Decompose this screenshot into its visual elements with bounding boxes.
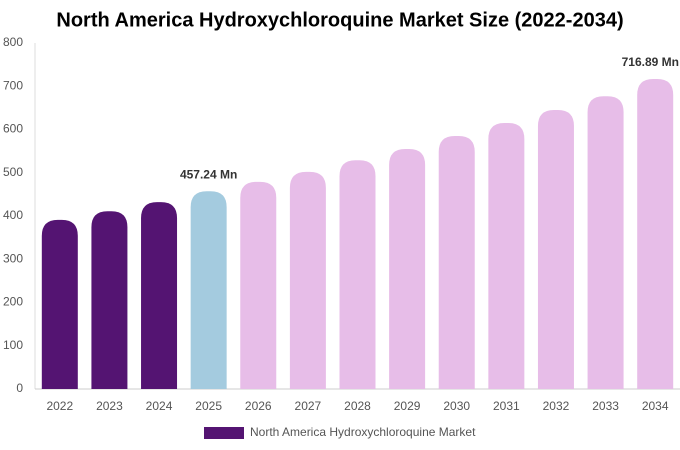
data-label: 457.24 Mn <box>180 167 237 181</box>
x-tick-label: 2026 <box>245 399 272 413</box>
bar <box>190 191 227 389</box>
y-tick-label: 500 <box>3 165 23 179</box>
x-tick-label: 2025 <box>195 399 222 413</box>
bar <box>41 219 78 389</box>
bar <box>438 135 475 389</box>
y-tick-label: 200 <box>3 295 23 309</box>
bar <box>240 181 277 389</box>
bar <box>91 211 128 389</box>
x-tick-label: 2031 <box>493 399 520 413</box>
chart-title: North America Hydroxychloroquine Market … <box>56 9 623 31</box>
x-tick-label: 2033 <box>592 399 619 413</box>
y-tick-label: 300 <box>3 251 23 265</box>
x-tick-label: 2034 <box>642 399 669 413</box>
y-tick-label: 0 <box>16 381 23 395</box>
legend-swatch <box>204 427 244 439</box>
x-tick-label: 2032 <box>543 399 570 413</box>
bar <box>637 78 674 390</box>
x-tick-label: 2028 <box>344 399 371 413</box>
bar <box>488 123 525 389</box>
y-tick-label: 100 <box>3 338 23 352</box>
x-tick-label: 2023 <box>96 399 123 413</box>
bar <box>289 171 326 389</box>
bar <box>389 148 426 389</box>
x-tick-label: 2022 <box>46 399 73 413</box>
y-tick-label: 700 <box>3 78 23 92</box>
bar <box>587 96 624 389</box>
data-label: 716.89 Mn <box>622 55 679 69</box>
bar <box>537 110 574 389</box>
legend-label: North America Hydroxychloroquine Market <box>250 425 476 439</box>
bar <box>141 202 178 389</box>
x-tick-label: 2027 <box>295 399 322 413</box>
y-tick-label: 400 <box>3 208 23 222</box>
x-tick-label: 2029 <box>394 399 421 413</box>
y-tick-label: 800 <box>3 35 23 49</box>
x-tick-label: 2030 <box>443 399 470 413</box>
x-tick-label: 2024 <box>146 399 173 413</box>
y-tick-label: 600 <box>3 122 23 136</box>
bar <box>339 160 376 389</box>
